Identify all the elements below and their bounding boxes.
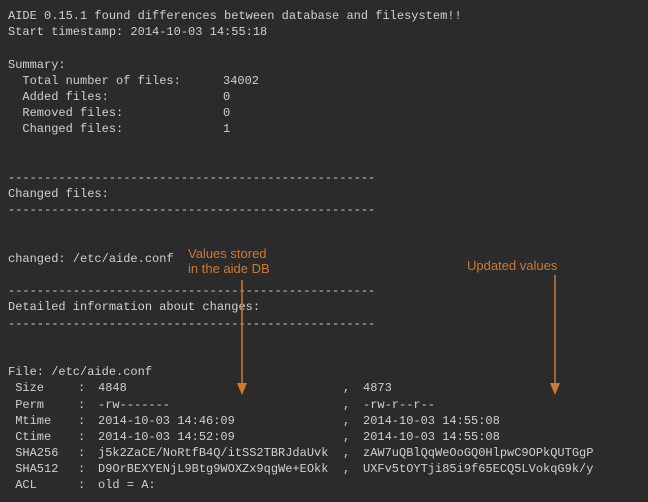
blank-line xyxy=(8,235,640,251)
file-attr-row: Ctime: 2014-10-03 14:52:09, 2014-10-03 1… xyxy=(8,429,640,445)
separator: ----------------------------------------… xyxy=(8,202,640,218)
summary-label: Changed files: xyxy=(8,121,223,137)
value-separator: , xyxy=(343,397,363,413)
attr-old-value: j5k2ZaCE/NoRtfB4Q/itSS2TBRJdaUvk xyxy=(98,445,343,461)
attr-new-value: 2014-10-03 14:55:08 xyxy=(363,429,640,445)
attr-name: SHA512 xyxy=(8,461,78,477)
colon: : xyxy=(78,413,98,429)
attr-old-value: -rw------- xyxy=(98,397,343,413)
file-attr-row: Perm: -rw-------, -rw-r--r-- xyxy=(8,397,640,413)
attr-new-value: -rw-r--r-- xyxy=(363,397,640,413)
header-timestamp: Start timestamp: 2014-10-03 14:55:18 xyxy=(8,24,640,40)
separator: ----------------------------------------… xyxy=(8,170,640,186)
summary-value: 0 xyxy=(223,89,230,105)
value-separator: , xyxy=(343,413,363,429)
colon: : xyxy=(78,380,98,396)
blank-line xyxy=(8,40,640,56)
summary-label: Total number of files: xyxy=(8,73,223,89)
attr-new-value: UXFv5tOYTji85i9f65ECQ5LVokqG9k/y xyxy=(363,461,640,477)
blank-line xyxy=(8,154,640,170)
value-separator: , xyxy=(343,461,363,477)
attr-old-value: 4848 xyxy=(98,380,343,396)
summary-row: Added files: 0 xyxy=(8,89,640,105)
summary-title: Summary: xyxy=(8,57,640,73)
detailed-info-title: Detailed information about changes: xyxy=(8,299,640,315)
annotation-text: in the aide DB xyxy=(188,261,270,276)
attr-old-value: 2014-10-03 14:46:09 xyxy=(98,413,343,429)
summary-label: Removed files: xyxy=(8,105,223,121)
changed-files-title: Changed files: xyxy=(8,186,640,202)
separator: ----------------------------------------… xyxy=(8,316,640,332)
colon: : xyxy=(78,477,98,493)
summary-value: 0 xyxy=(223,105,230,121)
annotation-text: Values stored xyxy=(188,246,270,261)
colon: : xyxy=(78,445,98,461)
summary-value: 1 xyxy=(223,121,230,137)
summary-row: Total number of files: 34002 xyxy=(8,73,640,89)
attr-old-value: old = A: xyxy=(98,477,343,493)
attr-name: Size xyxy=(8,380,78,396)
file-attr-row: Mtime: 2014-10-03 14:46:09, 2014-10-03 1… xyxy=(8,413,640,429)
attr-name: Ctime xyxy=(8,429,78,445)
colon: : xyxy=(78,429,98,445)
separator: ----------------------------------------… xyxy=(8,283,640,299)
blank-line xyxy=(8,138,640,154)
attr-name: Perm xyxy=(8,397,78,413)
annotation-text: Updated values xyxy=(467,258,557,273)
file-attr-row: SHA512: D9OrBEXYENjL9Btg9WOXZx9qgWe+EOkk… xyxy=(8,461,640,477)
summary-label: Added files: xyxy=(8,89,223,105)
attr-old-value: 2014-10-03 14:52:09 xyxy=(98,429,343,445)
file-path-line: File: /etc/aide.conf xyxy=(8,364,640,380)
file-attr-row: ACL: old = A: xyxy=(8,477,640,493)
value-separator: , xyxy=(343,429,363,445)
value-separator: , xyxy=(343,445,363,461)
file-attr-row: Size: 4848, 4873 xyxy=(8,380,640,396)
attr-name: ACL xyxy=(8,477,78,493)
attr-name: Mtime xyxy=(8,413,78,429)
blank-line xyxy=(8,332,640,348)
attr-name: SHA256 xyxy=(8,445,78,461)
colon: : xyxy=(78,461,98,477)
header-diff-line: AIDE 0.15.1 found differences between da… xyxy=(8,8,640,24)
summary-row: Changed files: 1 xyxy=(8,121,640,137)
attr-new-value: 2014-10-03 14:55:08 xyxy=(363,413,640,429)
colon: : xyxy=(78,397,98,413)
summary-value: 34002 xyxy=(223,73,259,89)
annotation-updated-values: Updated values xyxy=(467,258,557,273)
attr-new-value: 4873 xyxy=(363,380,640,396)
attr-new-value: zAW7uQBlQqWeOoGQ0HlpwC9OPkQUTGgP xyxy=(363,445,640,461)
annotation-stored-values: Values stored in the aide DB xyxy=(188,246,270,276)
attr-old-value: D9OrBEXYENjL9Btg9WOXZx9qgWe+EOkk xyxy=(98,461,343,477)
blank-line xyxy=(8,218,640,234)
value-separator: , xyxy=(343,380,363,396)
file-attr-row: SHA256: j5k2ZaCE/NoRtfB4Q/itSS2TBRJdaUvk… xyxy=(8,445,640,461)
summary-row: Removed files: 0 xyxy=(8,105,640,121)
blank-line xyxy=(8,348,640,364)
